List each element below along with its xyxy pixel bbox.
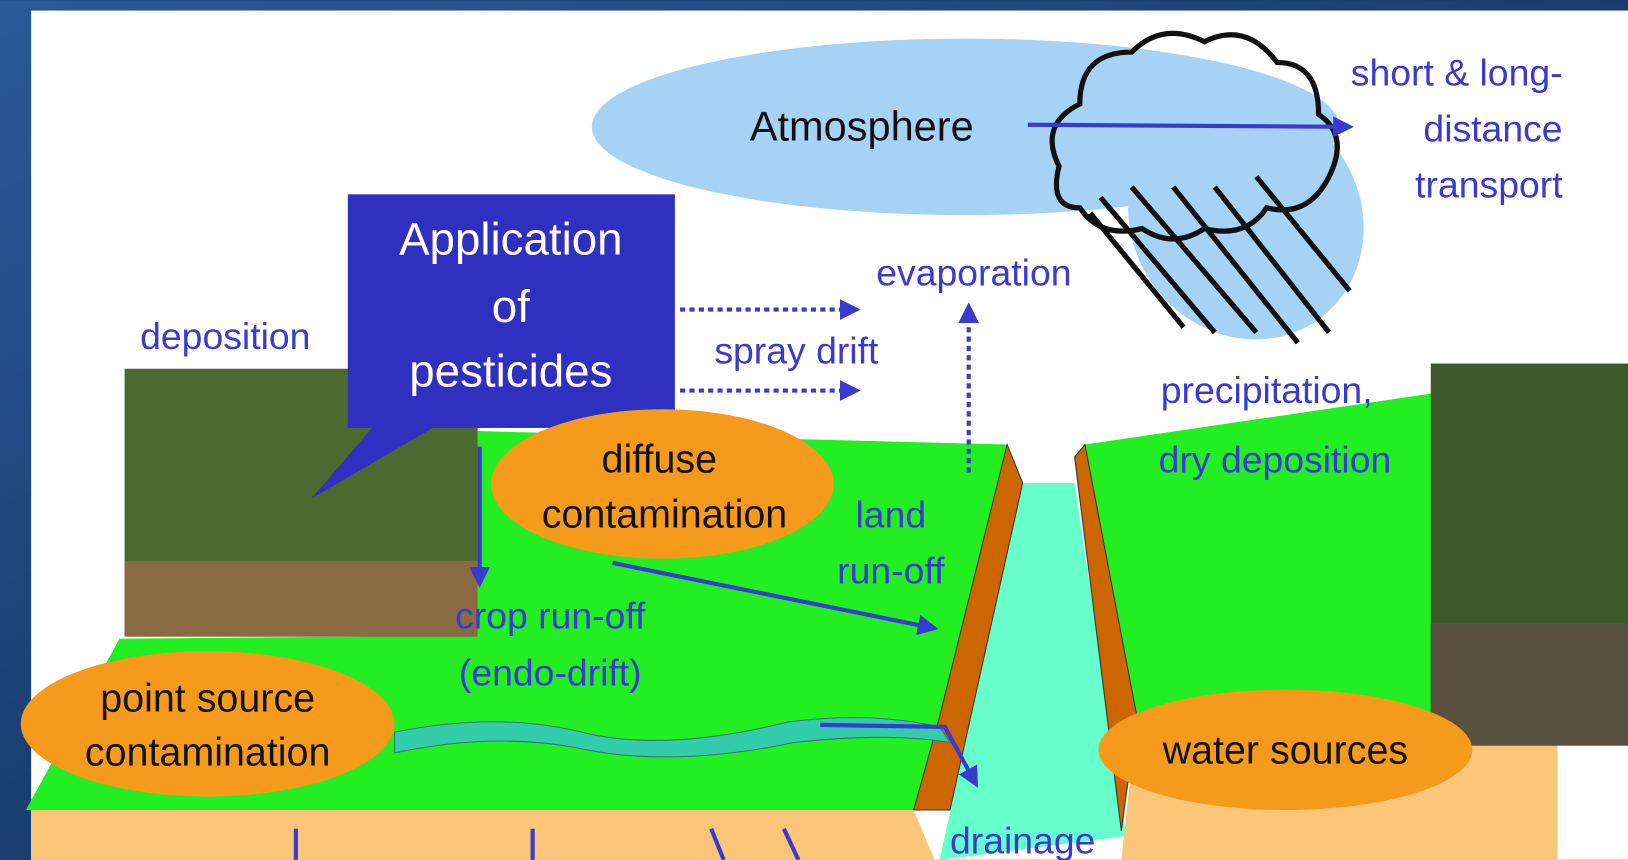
diagram: Atmosphere short & long-distancetranspor… bbox=[0, 0, 1628, 860]
drainage-label: drainage bbox=[950, 820, 1095, 860]
point-source-ellipse bbox=[21, 651, 395, 796]
water-sources-label: water sources bbox=[1162, 728, 1408, 772]
deposition-label: deposition bbox=[140, 315, 310, 357]
soil bbox=[31, 810, 934, 860]
evaporation-label: evaporation bbox=[876, 252, 1071, 294]
photo-ground bbox=[125, 561, 478, 637]
photo-ground-right bbox=[1431, 623, 1628, 746]
spray-drift-label: spray drift bbox=[714, 330, 879, 372]
page: Atmosphere short & long-distancetranspor… bbox=[0, 0, 1628, 860]
atmosphere-label: Atmosphere bbox=[750, 102, 974, 149]
